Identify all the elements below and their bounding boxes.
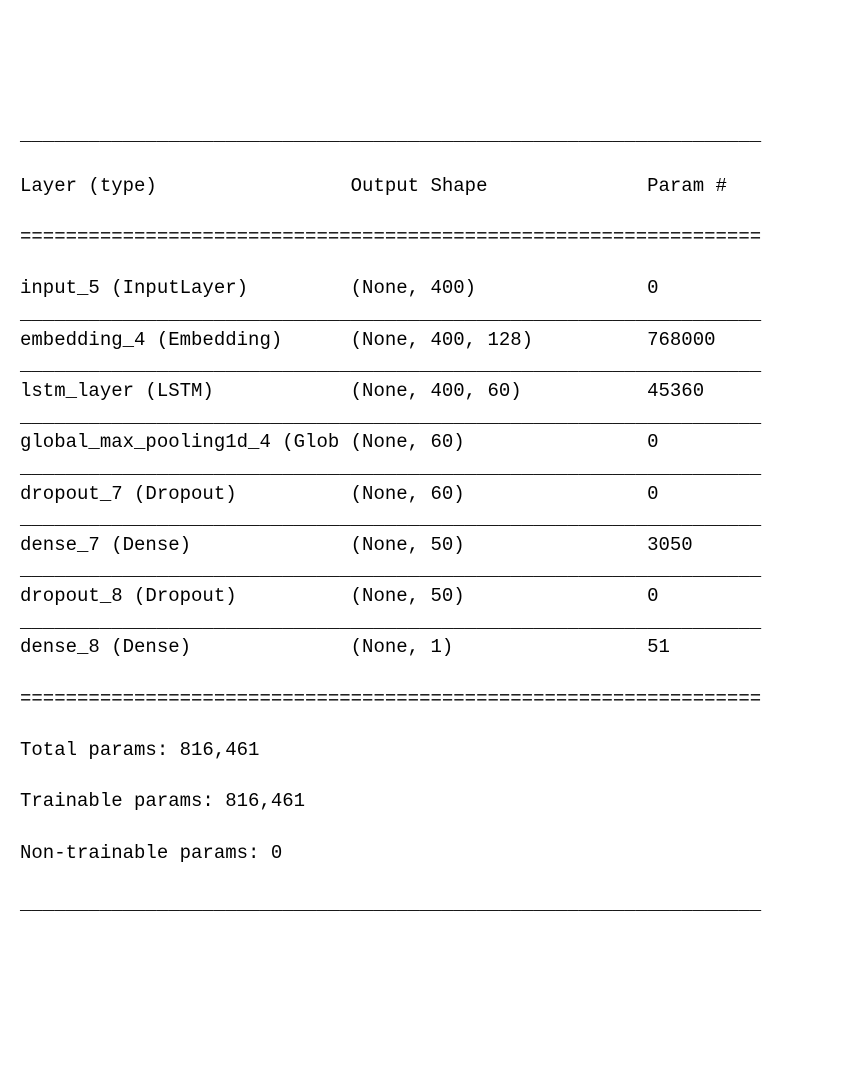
table-row: dropout_7 (Dropout) (None, 60) 0 — [20, 482, 846, 508]
separator-final: ________________________________________… — [20, 892, 846, 918]
table-row: dense_8 (Dense) (None, 1) 51 — [20, 635, 846, 661]
row-separator: ________________________________________… — [20, 456, 846, 482]
table-row: dense_7 (Dense) (None, 50) 3050 — [20, 533, 846, 559]
separator-bottom: ========================================… — [20, 687, 846, 713]
row-separator: ________________________________________… — [20, 610, 846, 636]
row-separator: ________________________________________… — [20, 353, 846, 379]
total-params: Total params: 816,461 — [20, 738, 846, 764]
row-separator: ________________________________________… — [20, 558, 846, 584]
non-trainable-params: Non-trainable params: 0 — [20, 841, 846, 867]
row-separator: ________________________________________… — [20, 405, 846, 431]
separator-header: ========================================… — [20, 225, 846, 251]
row-separator: ________________________________________… — [20, 507, 846, 533]
table-row: embedding_4 (Embedding) (None, 400, 128)… — [20, 328, 846, 354]
summary-table-body: input_5 (InputLayer) (None, 400) 0______… — [20, 276, 846, 661]
header-row: Layer (type) Output Shape Param # — [20, 174, 846, 200]
table-row: lstm_layer (LSTM) (None, 400, 60) 45360 — [20, 379, 846, 405]
table-row: input_5 (InputLayer) (None, 400) 0 — [20, 276, 846, 302]
trainable-params: Trainable params: 816,461 — [20, 789, 846, 815]
row-separator: ________________________________________… — [20, 302, 846, 328]
separator-top: ________________________________________… — [20, 123, 846, 149]
table-row: global_max_pooling1d_4 (Glob (None, 60) … — [20, 430, 846, 456]
table-row: dropout_8 (Dropout) (None, 50) 0 — [20, 584, 846, 610]
